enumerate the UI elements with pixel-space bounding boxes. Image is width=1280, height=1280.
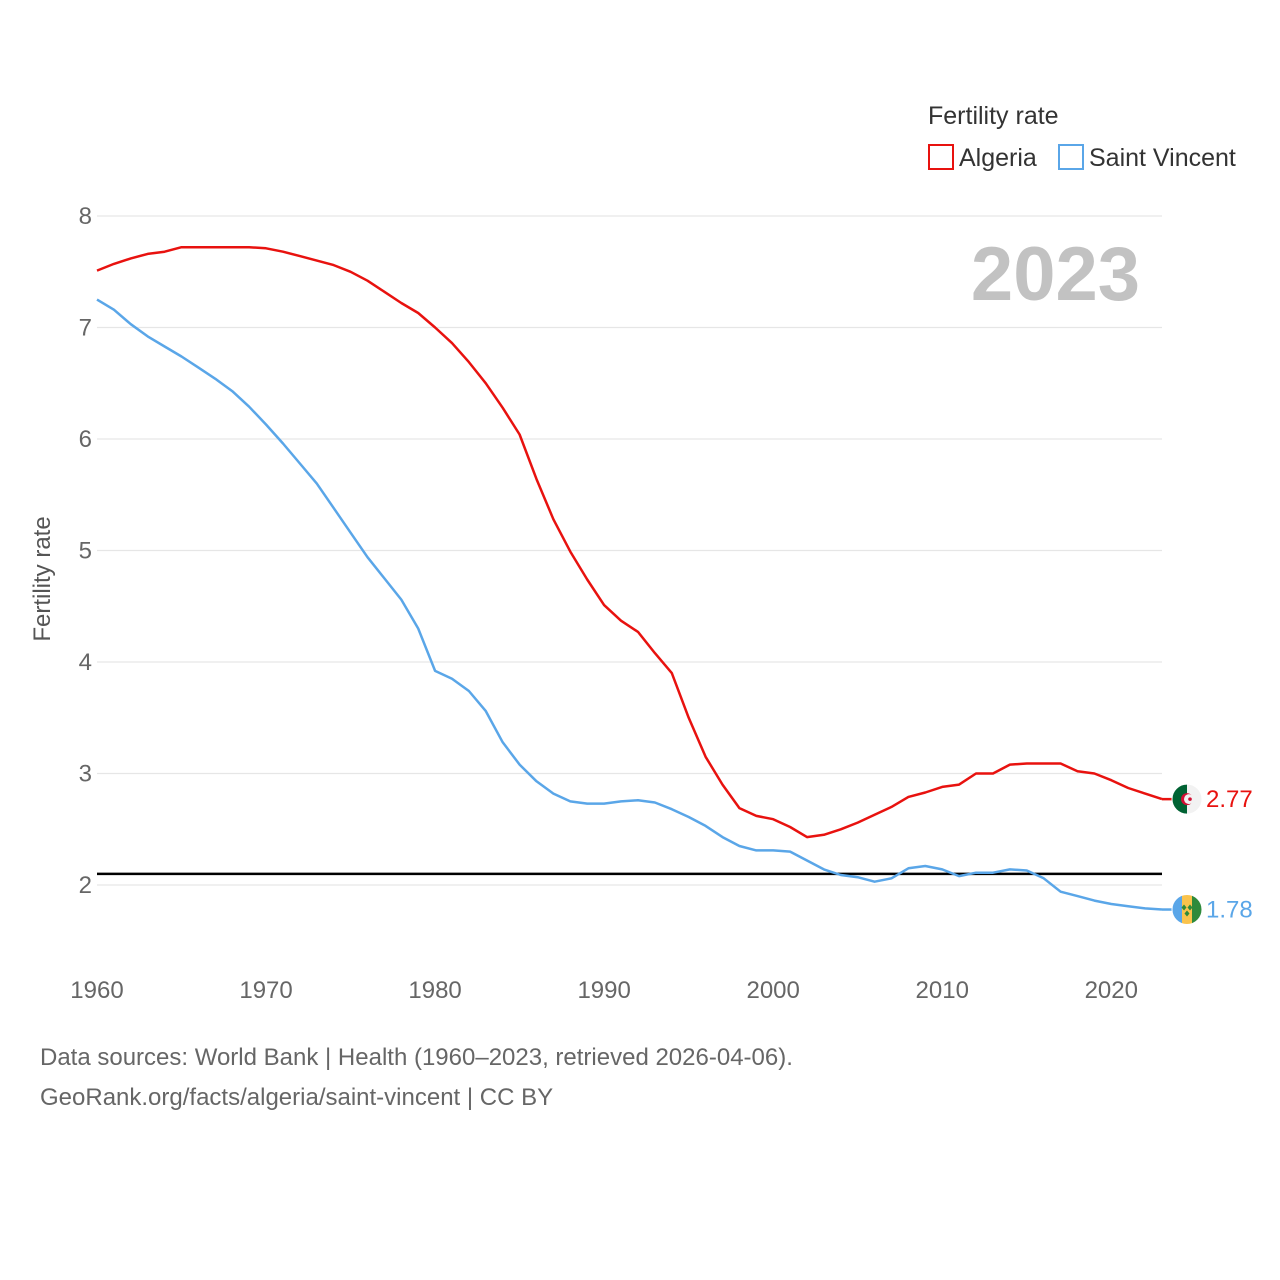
y-tick-label: 5 — [79, 538, 92, 565]
y-tick-label: 4 — [79, 649, 92, 676]
series-line-saint-vincent[interactable] — [96, 298, 1163, 911]
source-text: Data sources: World Bank | Health (1960–… — [40, 1044, 793, 1071]
x-tick-label: 1960 — [70, 977, 123, 1004]
y-axis: 2 3 4 5 6 7 8 — [79, 203, 92, 899]
x-tick-label: 1970 — [239, 977, 292, 1004]
end-value-label-saint-vincent: 1.78 — [1206, 897, 1253, 924]
legend-item-saint-vincent[interactable]: Saint Vincent — [1058, 144, 1236, 172]
algeria-flag-icon — [1171, 783, 1203, 815]
y-tick-label: 2 — [79, 872, 92, 899]
y-axis-title: Fertility rate — [29, 516, 56, 641]
x-tick-label: 1990 — [577, 977, 630, 1004]
end-value-label-algeria: 2.77 — [1206, 786, 1253, 813]
legend-swatch-saint-vincent — [1058, 144, 1084, 170]
saint-vincent-flag-icon — [1171, 894, 1203, 926]
y-tick-label: 7 — [79, 315, 92, 342]
legend-title: Fertility rate — [928, 102, 1059, 130]
x-axis: 1960 1970 1980 1990 2000 2010 2020 — [70, 977, 1138, 1004]
source-link[interactable]: GeoRank.org/facts/algeria/saint-vincent … — [40, 1084, 554, 1111]
series-lines — [96, 245, 1163, 911]
y-tick-label: 3 — [79, 761, 92, 788]
y-tick-label: 6 — [79, 426, 92, 453]
series-line-algeria[interactable] — [96, 245, 1163, 839]
end-markers: 2.77 1.78 — [1162, 783, 1253, 926]
x-tick-label: 2010 — [916, 977, 969, 1004]
year-label: 2023 — [971, 232, 1140, 317]
y-tick-label: 8 — [79, 203, 92, 230]
legend: Fertility rate Algeria Saint Vincent — [928, 102, 1236, 172]
x-tick-label: 1980 — [408, 977, 461, 1004]
legend-swatch-algeria — [928, 144, 954, 170]
grid-lines — [97, 215, 1162, 886]
x-tick-label: 2020 — [1085, 977, 1138, 1004]
legend-label-saint-vincent: Saint Vincent — [1089, 144, 1236, 172]
x-tick-label: 2000 — [746, 977, 799, 1004]
legend-label-algeria: Algeria — [959, 144, 1037, 172]
legend-item-algeria[interactable]: Algeria — [928, 144, 1037, 172]
